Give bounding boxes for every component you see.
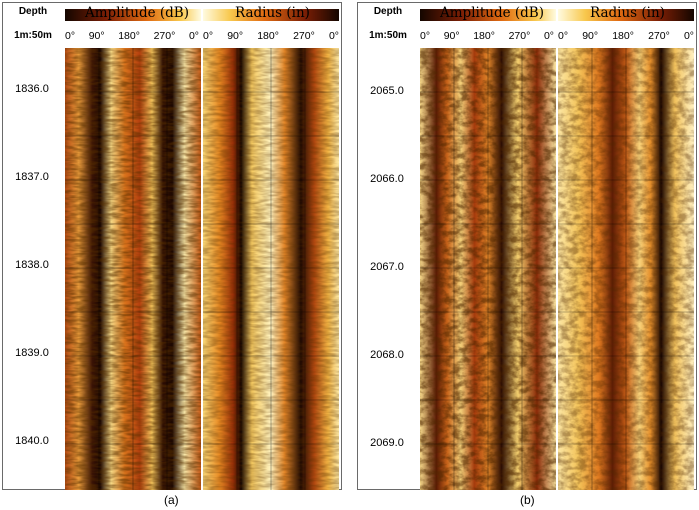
tick-label: 270°: [508, 30, 531, 42]
tick-label: 0°: [543, 30, 554, 42]
log-panel-a: Depth 1m:50m Amplitude (dB) Radius (in) …: [2, 2, 342, 490]
tick-label: 0°: [203, 30, 214, 42]
radius-title: Radius (in): [590, 5, 665, 21]
depth-scale-label: 1m:50m: [369, 30, 407, 41]
tick-label: 180°: [118, 30, 140, 42]
amplitude-title: Amplitude (dB): [85, 5, 189, 21]
tick-label: 180°: [473, 30, 495, 42]
depth-label: 1836.0: [15, 83, 49, 95]
depth-label: 2065.0: [370, 85, 404, 97]
depth-label: 2066.0: [370, 173, 404, 185]
amplitude-title: Amplitude (dB): [440, 5, 544, 21]
tick-label: 180°: [612, 30, 634, 42]
tick-label: 90°: [443, 30, 460, 42]
caption-b: (b): [520, 493, 535, 507]
tick-label: 270°: [648, 30, 670, 42]
borehole-image-b: [420, 48, 694, 490]
depth-label: 2068.0: [370, 349, 404, 361]
depth-label: 1840.0: [15, 435, 49, 447]
depth-header-label: Depth: [18, 6, 48, 17]
radius-ticks: 0° 90° 180° 270° 0°: [203, 30, 339, 42]
caption-a: (a): [164, 493, 179, 507]
depth-label: 1837.0: [15, 171, 49, 183]
tick-label: 0°: [328, 30, 339, 42]
amplitude-ticks: 0° 90° 180° 270° 0°: [65, 30, 199, 42]
radius-colorbar: [203, 9, 339, 21]
depth-label: 1839.0: [15, 347, 49, 359]
tick-label: 90°: [88, 30, 105, 42]
depth-label: 1838.0: [15, 259, 49, 271]
tick-label: 270°: [153, 30, 176, 42]
depth-header-label: Depth: [373, 6, 403, 17]
depth-label: 2067.0: [370, 261, 404, 273]
tick-label: 270°: [293, 30, 315, 42]
tick-label: 180°: [257, 30, 279, 42]
radius-ticks: 0° 90° 180° 270° 0°: [558, 30, 694, 42]
borehole-image-a: [65, 48, 339, 490]
tick-label: 90°: [227, 30, 244, 42]
tick-label: 0°: [188, 30, 199, 42]
tick-label: 0°: [65, 30, 76, 42]
amplitude-ticks: 0° 90° 180° 270° 0°: [420, 30, 554, 42]
amplitude-colorbar: [65, 9, 201, 21]
tick-label: 0°: [420, 30, 431, 42]
radius-title: Radius (in): [235, 5, 310, 21]
depth-label: 2069.0: [370, 437, 404, 449]
tick-label: 90°: [582, 30, 599, 42]
tick-label: 0°: [683, 30, 694, 42]
depth-scale-label: 1m:50m: [14, 30, 52, 41]
amplitude-colorbar: [420, 9, 556, 21]
log-panel-b: Depth 1m:50m Amplitude (dB) Radius (in) …: [357, 2, 697, 490]
radius-colorbar: [558, 9, 694, 21]
tick-label: 0°: [558, 30, 569, 42]
